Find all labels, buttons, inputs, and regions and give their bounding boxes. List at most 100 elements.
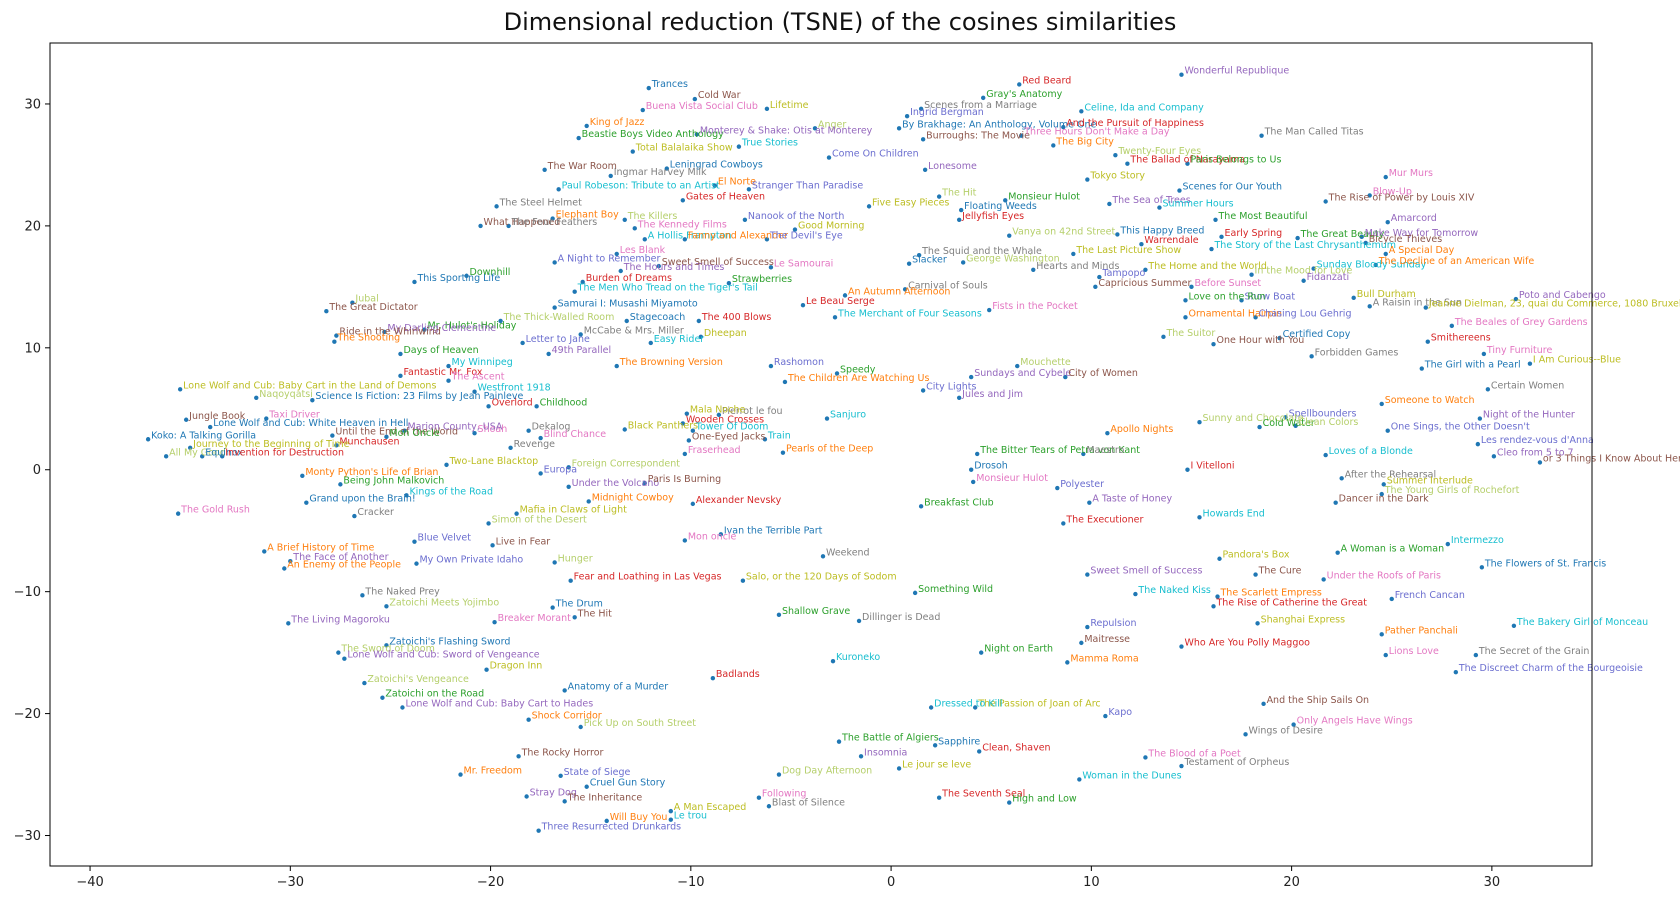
point-label: Letter to Jane (526, 334, 590, 345)
data-point (508, 445, 513, 450)
point-label: Gray's Anatomy (986, 89, 1062, 100)
point-label: The Ascent (451, 372, 505, 383)
point-label: Chasing Lou Gehrig (1259, 308, 1352, 319)
data-point (472, 389, 477, 394)
data-point (1491, 454, 1497, 459)
data-point (1003, 198, 1008, 203)
point-label: Mamma Roma (1070, 653, 1138, 664)
point-label: True Stories (741, 138, 798, 149)
data-point (402, 428, 407, 433)
point-label: The Browning Version (619, 357, 723, 368)
point-label: City Lights (926, 381, 976, 392)
point-label: Le trou (674, 811, 707, 822)
data-point (524, 794, 529, 799)
data-point (446, 363, 451, 369)
point-label: Certain Women (1491, 380, 1564, 391)
data-point (920, 388, 926, 393)
point-label: Pearls of the Deep (786, 444, 873, 455)
data-point (968, 374, 974, 380)
data-point (1019, 133, 1024, 138)
data-point (1093, 284, 1098, 290)
data-point (422, 327, 427, 332)
point-label: The Inheritance (567, 792, 643, 803)
point-label: Someone to Watch (1385, 395, 1475, 406)
data-point (906, 261, 912, 266)
point-label: Testament of Orpheus (1183, 757, 1289, 768)
point-label: Foreign Correspondent (572, 458, 681, 469)
data-point (1197, 515, 1202, 520)
point-label: Equinox (205, 447, 243, 458)
data-point (622, 427, 627, 432)
point-label: The Flowers of St. Francis (1484, 558, 1606, 569)
point-label: The Battle of Algiers (841, 733, 939, 744)
data-point (956, 217, 962, 222)
point-label: Lone Wolf and Cub: White Heaven in Hell (213, 418, 408, 429)
point-label: Live in Fear (496, 536, 551, 547)
point-label: Bull Durham (1357, 289, 1416, 300)
data-point (552, 305, 557, 310)
data-point (902, 287, 908, 292)
data-point (768, 363, 774, 369)
point-label: A Hollis Frampton (648, 230, 732, 241)
point-label: Blast of Silence (772, 797, 845, 808)
data-point (1511, 623, 1517, 629)
point-label: Shoah (478, 424, 508, 435)
data-point (742, 217, 748, 222)
point-label: Summer Interlude (1387, 475, 1473, 486)
point-label: Twenty-Four Eyes (1117, 146, 1201, 157)
data-point (764, 106, 770, 112)
point-label: The Scarlett Empress (1220, 588, 1322, 599)
point-label: Amarcord (1391, 213, 1437, 224)
data-point (538, 471, 543, 476)
data-point (834, 371, 840, 376)
data-point (712, 183, 718, 188)
data-point (682, 451, 688, 457)
data-point (648, 340, 653, 346)
data-point (472, 430, 477, 436)
point-label: Capricious Summer (1098, 278, 1191, 289)
data-point (800, 302, 806, 308)
data-point (1537, 460, 1543, 465)
point-label: The Man Called Titas (1264, 127, 1364, 138)
point-label: Five Easy Pieces (872, 197, 949, 208)
data-point (1055, 485, 1060, 491)
point-label: Easy Rider (654, 334, 705, 345)
point-label: Certified Copy (1283, 329, 1351, 340)
y-tick-label: 30 (24, 97, 41, 112)
point-label: Childhood (540, 397, 588, 408)
data-point (1277, 335, 1282, 341)
point-label: Dancer in the Dark (1339, 494, 1429, 505)
point-label: Paul Robeson: Tribute to an Artist (562, 180, 720, 191)
point-label: I Am Curious--Blue (1533, 355, 1621, 366)
data-point (1323, 452, 1328, 458)
data-point (922, 167, 928, 173)
data-point (514, 511, 519, 516)
point-label: Tower Of Doom (695, 422, 769, 433)
data-point (1103, 713, 1108, 719)
point-label: Dressed to Kill (934, 698, 1002, 709)
data-point (1097, 274, 1102, 280)
point-label: The Seventh Seal (941, 789, 1025, 800)
point-label: The Rise of Catherine the Great (1216, 597, 1368, 608)
data-point (1105, 430, 1110, 436)
data-point (1007, 800, 1012, 805)
point-label: Dragon Inn (490, 661, 543, 672)
data-point (618, 268, 623, 274)
point-label: Simon of the Desert (492, 514, 587, 525)
data-point (1283, 415, 1288, 420)
data-point (1249, 272, 1254, 277)
data-point (624, 318, 629, 324)
point-label: One Sings, the Other Doesn't (1391, 422, 1530, 433)
point-label: Will Buy You (610, 812, 668, 823)
point-label: The Home and the World (1147, 261, 1267, 272)
data-point (350, 300, 355, 305)
data-point (698, 334, 704, 340)
data-point (622, 217, 627, 222)
data-point (572, 615, 577, 620)
point-label: Jungle Book (188, 411, 246, 422)
data-point (668, 817, 674, 822)
data-point (668, 808, 674, 814)
point-label: Lone Wolf and Cub: Baby Cart in the Land… (183, 380, 436, 391)
point-label: 49th Parallel (552, 345, 611, 356)
